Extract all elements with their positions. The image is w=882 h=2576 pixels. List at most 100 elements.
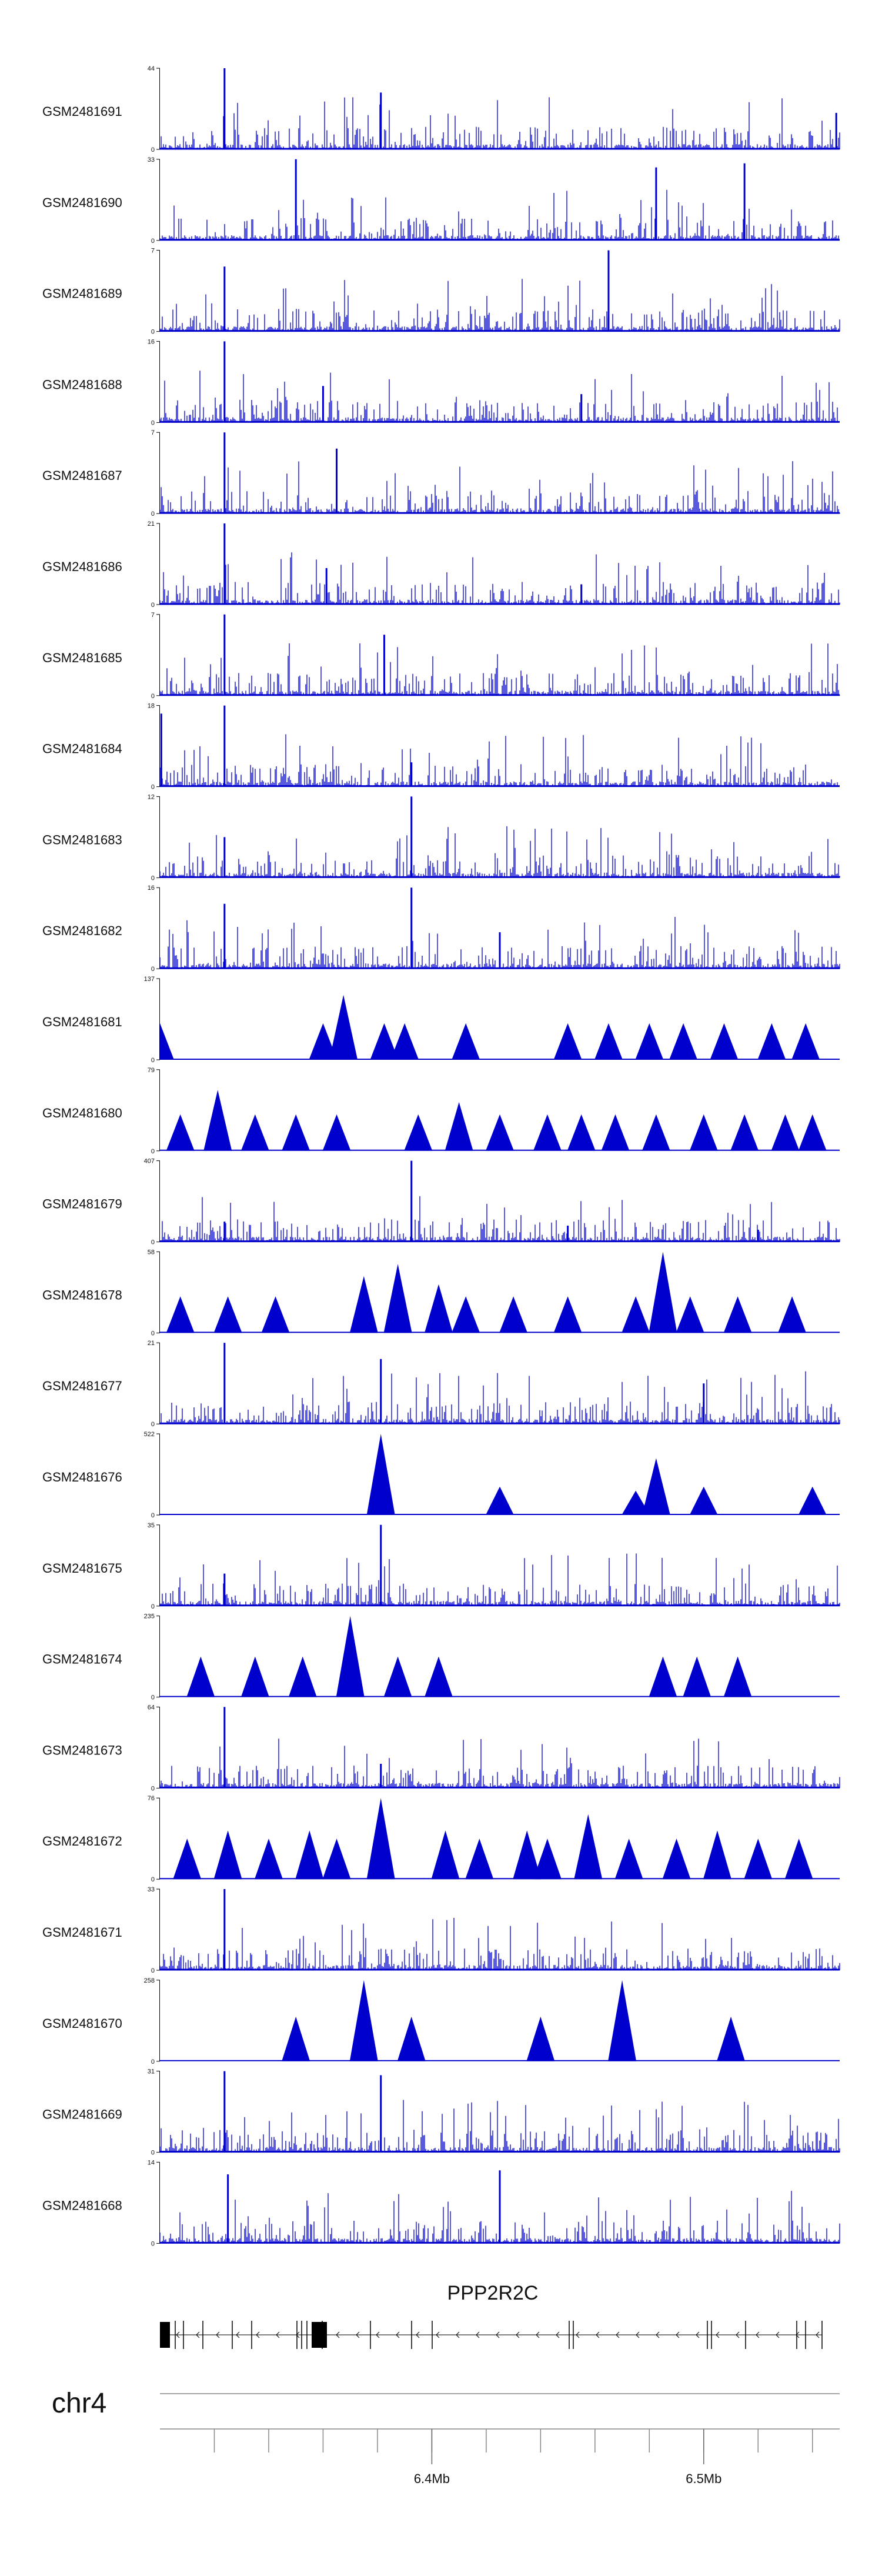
signal-peak [642,1458,670,1515]
y-axis-max-label: 21 [148,520,155,528]
y-axis-max-label: 58 [148,1249,155,1256]
signal-peak [366,1798,395,1880]
track: GSM2481670 258 0 [42,1977,840,2066]
signal-peak [723,1296,752,1333]
track: GSM2481687 7 0 [42,429,840,518]
y-axis-min-label: 0 [151,146,155,154]
signal-peak [608,1980,637,2061]
track: GSM2481681 137 0 [42,976,840,1064]
strand-arrow [356,2331,360,2338]
signal-peak [513,1830,542,1880]
track-name: GSM2481673 [42,1743,122,1757]
signal-peak [173,1838,202,1880]
y-axis-min-label: 0 [151,329,155,336]
track-name: GSM2481683 [42,832,122,847]
signal-peak [370,1023,399,1060]
axis-tick-label: 6.4Mb [414,2471,450,2486]
strand-arrow [776,2331,780,2338]
y-axis-min-label: 0 [151,1330,155,1337]
signal-peak [322,1838,351,1880]
signal-peak [166,1114,195,1151]
track-name: GSM2481669 [42,2107,122,2122]
signal-peak [730,1114,759,1151]
signal-peak [486,1486,514,1515]
y-axis-max-label: 7 [151,429,155,436]
strand-arrow [396,2331,400,2338]
signal-peak [166,1296,195,1333]
signal-peak [404,1114,433,1151]
y-axis-max-label: 35 [148,1522,155,1529]
strand-arrow [196,2331,200,2338]
strand-arrow [656,2331,660,2338]
signal-peak [757,1023,786,1060]
signal-peak [160,1023,174,1060]
signal-peak [553,1023,582,1060]
signal-bars [159,2100,840,2153]
y-axis-min-label: 0 [151,1239,155,1246]
signal-peak [778,1296,807,1333]
signal-peak [553,1296,582,1333]
signal-peak [322,1114,351,1151]
signal-peak [390,1023,419,1060]
y-axis-max-label: 137 [144,976,155,983]
y-axis-min-label: 0 [151,784,155,791]
signal-peak [798,1114,827,1151]
signal-peak [282,1114,310,1151]
strand-arrow [216,2331,220,2338]
track: GSM2481677 21 0 [42,1340,840,1428]
track: GSM2481669 31 0 [42,2068,840,2157]
strand-arrow [676,2331,680,2338]
signal-peak [397,2016,426,2061]
gene-name: PPP2R2C [447,2282,539,2304]
y-axis-min-label: 0 [151,2150,155,2157]
strand-arrow [256,2331,260,2338]
signal-peak [240,1114,269,1151]
track: GSM2481688 16 0 [42,338,840,426]
signal-peak [282,2016,310,2061]
signal-peak [526,2016,555,2061]
y-axis-min-label: 0 [151,602,155,609]
signal-peak [717,2016,746,2061]
signal-peak [676,1296,704,1333]
strand-arrow [716,2331,720,2338]
signal-bars [159,1371,840,1424]
signal-peak [465,1838,494,1880]
y-axis-min-label: 0 [151,966,155,973]
signal-peak [366,1434,395,1515]
y-axis-max-label: 235 [144,1613,155,1620]
y-axis-min-label: 0 [151,2240,155,2247]
y-axis-min-label: 0 [151,1148,155,1155]
track-name: GSM2481680 [42,1106,122,1120]
signal-peak [309,1023,338,1060]
track-name: GSM2481672 [42,1834,122,1848]
signal-peak [349,1980,378,2061]
track: GSM2481674 235 0 [42,1613,840,1701]
track: GSM2481682 16 0 [42,885,840,973]
strand-arrow [536,2331,540,2338]
strand-arrow [556,2331,560,2338]
y-axis-max-label: 14 [148,2159,155,2166]
y-axis-min-label: 0 [151,875,155,882]
signal-peak [771,1114,800,1151]
signal-peak [703,1830,731,1880]
signal-bars [159,371,839,423]
y-axis-max-label: 33 [148,156,155,163]
track: GSM2481680 79 0 [42,1067,840,1155]
exon-block [312,2322,327,2348]
signal-peak [288,1656,317,1697]
y-axis-min-label: 0 [151,238,155,245]
signal-peak [662,1838,691,1880]
y-axis-max-label: 7 [151,612,155,619]
exon-block [160,2322,170,2348]
signal-bars [159,826,840,878]
strand-arrow [456,2331,460,2338]
signal-peak [213,1296,242,1333]
track-name: GSM2481682 [42,923,122,938]
strand-arrow [376,2331,380,2338]
track: GSM2481671 33 0 [42,1886,840,1974]
signal-peak [669,1023,698,1060]
strand-arrow [596,2331,600,2338]
signal-peak [689,1114,718,1151]
signal-bars [159,552,840,605]
